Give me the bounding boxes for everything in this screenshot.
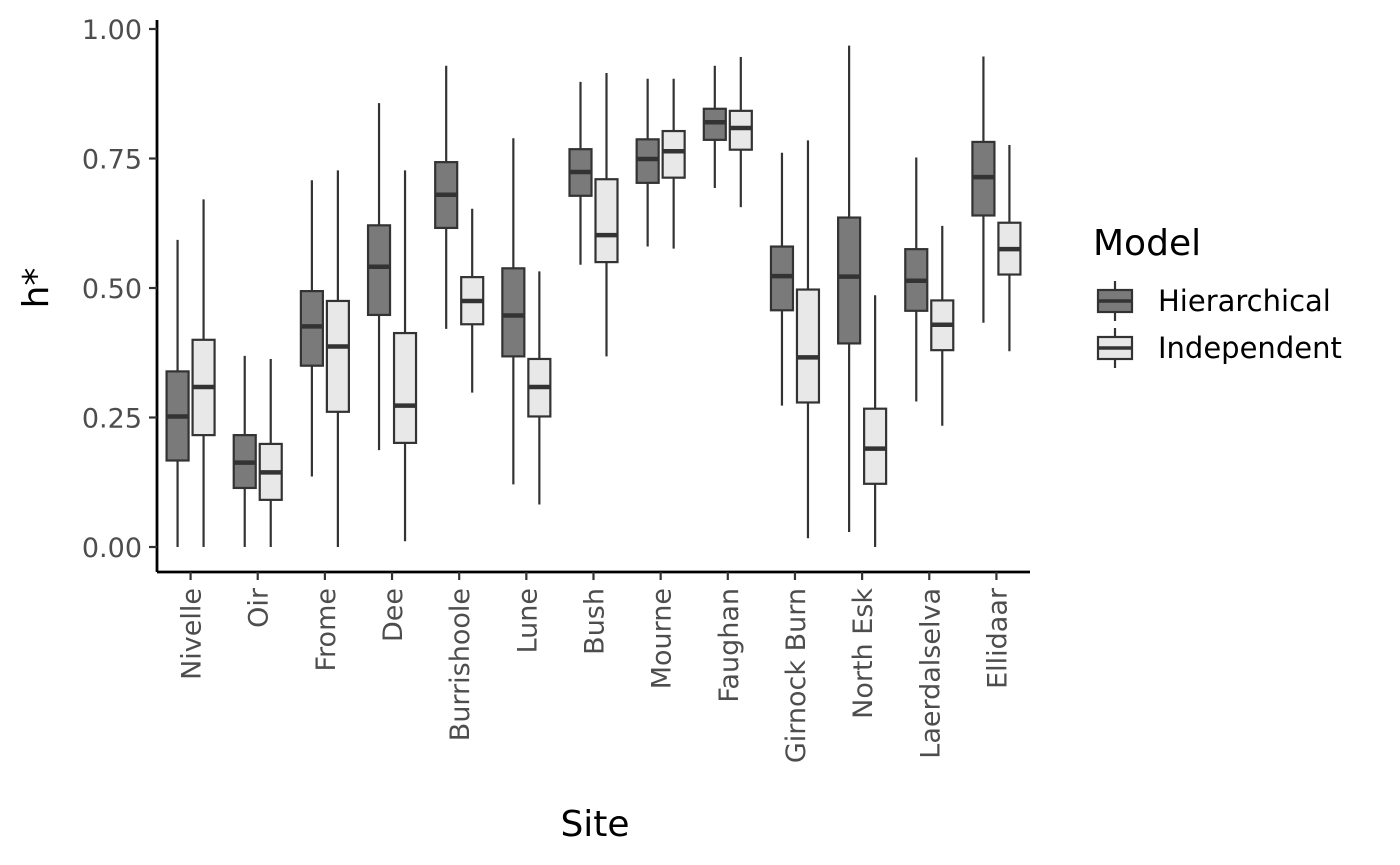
- box-hierarchical-burrishoole: [434, 65, 459, 329]
- y-tick-label: 1.00: [82, 15, 142, 46]
- box-independent-nivelle: [191, 199, 216, 547]
- legend-label: Hierarchical: [1158, 284, 1331, 318]
- x-tick-label: Laerdalselva: [915, 588, 946, 759]
- x-tick-label: Ellidaar: [982, 587, 1013, 689]
- x-tick-label: Burrishoole: [445, 588, 476, 741]
- box-hierarchical-oir: [232, 355, 257, 547]
- legend-key-independent: [1096, 328, 1134, 368]
- x-tick-label: Mourne: [647, 588, 678, 689]
- box-iqr: [769, 245, 795, 312]
- box-hierarchical-girnock-burn: [769, 152, 795, 406]
- y-tick-label: 0.00: [82, 533, 142, 564]
- box-independent-ellidaar: [997, 145, 1022, 352]
- y-tick-label: 0.25: [82, 404, 142, 435]
- box-iqr: [795, 288, 821, 404]
- box-iqr: [661, 129, 686, 179]
- box-hierarchical-nivelle: [165, 239, 190, 547]
- y-axis-title: h*: [16, 268, 57, 309]
- box-iqr: [366, 224, 392, 317]
- box-hierarchical-mourne: [635, 78, 660, 247]
- box-independent-oir: [258, 358, 283, 547]
- box-hierarchical-lune: [501, 138, 526, 485]
- x-tick-label: Nivelle: [177, 588, 208, 680]
- box-hierarchical-laerdalselva: [904, 157, 929, 402]
- box-iqr: [392, 331, 418, 444]
- box-iqr: [863, 407, 888, 485]
- box-iqr: [728, 109, 753, 151]
- legend-label: Independent: [1158, 331, 1342, 365]
- x-tick-label: Girnock Burn: [781, 588, 812, 763]
- box-iqr: [501, 267, 526, 358]
- box-independent-frome: [325, 170, 350, 547]
- box-independent-north-esk: [863, 295, 888, 547]
- box-independent-bush: [594, 73, 619, 357]
- x-tick-label: Oir: [244, 587, 275, 628]
- x-tick-label: Frome: [311, 588, 342, 672]
- box-independent-faughan: [728, 56, 753, 208]
- legend-title: Model: [1093, 223, 1201, 264]
- axes-layer: 0.00 0.25 0.50 0.75 1.00 Nivelle Oir Frome Dee Bu…: [82, 15, 1030, 763]
- legend: Model Hierarchical Independent: [1093, 223, 1342, 368]
- box-independent-burrishoole: [460, 208, 485, 393]
- box-independent-laerdalselva: [930, 225, 955, 426]
- x-tick-label: North Esk: [848, 588, 879, 719]
- box-hierarchical-bush: [568, 81, 593, 265]
- boxes-layer: [165, 45, 1022, 547]
- box-iqr: [325, 299, 350, 413]
- box-independent-mourne: [661, 78, 686, 249]
- y-tick-label: 0.75: [82, 145, 142, 176]
- box-iqr: [837, 216, 862, 345]
- box-iqr: [594, 178, 619, 264]
- box-hierarchical-dee: [366, 103, 392, 451]
- box-hierarchical-faughan: [702, 65, 727, 189]
- x-tick-label: Faughan: [714, 588, 745, 703]
- box-hierarchical-ellidaar: [971, 56, 996, 323]
- x-tick-label: Bush: [580, 588, 611, 655]
- box-hierarchical-north-esk: [837, 45, 862, 532]
- box-independent-lune: [527, 271, 552, 505]
- x-tick-label: Dee: [378, 588, 409, 642]
- x-tick-label: Lune: [512, 588, 543, 653]
- y-tick-label: 0.50: [82, 274, 142, 305]
- x-axis-title: Site: [560, 804, 629, 845]
- box-independent-girnock-burn: [795, 140, 821, 539]
- box-independent-dee: [392, 170, 418, 542]
- legend-key-hierarchical: [1096, 281, 1134, 321]
- box-hierarchical-frome: [299, 180, 324, 477]
